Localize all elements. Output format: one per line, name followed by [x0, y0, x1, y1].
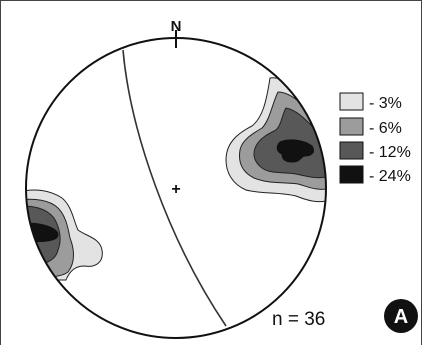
- contour-24pct-right: [276, 139, 315, 163]
- legend-label-6: - 6%: [369, 120, 402, 137]
- legend: - 3% - 6% - 12% - 24%: [339, 92, 411, 185]
- legend-swatch-24: [339, 165, 364, 184]
- center-mark: +: [171, 181, 180, 198]
- legend-label-12: - 12%: [369, 144, 411, 161]
- panel-label: A: [394, 306, 408, 328]
- north-label: N: [171, 18, 182, 35]
- legend-label-24: - 24%: [369, 168, 411, 185]
- sample-count: n = 36: [272, 309, 325, 330]
- panel-badge: [384, 299, 418, 333]
- legend-label-3: - 3%: [369, 95, 402, 112]
- legend-swatch-6: [339, 117, 364, 136]
- great-circle: [122, 49, 227, 327]
- legend-swatch-3: [339, 92, 364, 111]
- legend-swatch-12: [339, 141, 364, 160]
- density-contours: [26, 77, 326, 281]
